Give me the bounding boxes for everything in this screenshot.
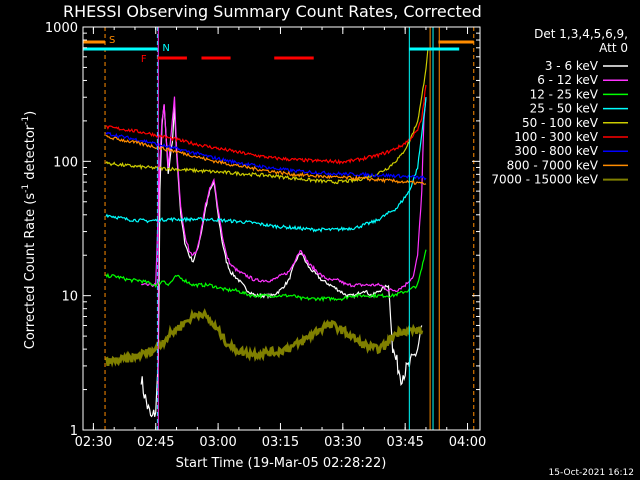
x-tick-label: 03:30 (324, 435, 361, 450)
y-axis-label-sup1: -1 (21, 184, 31, 193)
series-line-8 (105, 134, 427, 185)
plot-frame (82, 26, 481, 431)
legend-entry-1: 3 - 6 keV (545, 59, 599, 73)
legend-entry-2: 6 - 12 keV (537, 73, 599, 87)
x-tick-label: 02:30 (75, 435, 112, 450)
legend-entry-4: 25 - 50 keV (530, 102, 599, 116)
flag-layer (83, 40, 474, 60)
series-line-4 (105, 97, 427, 233)
y-axis-label-sup2: -1 (21, 116, 31, 125)
y-tick-label: 10 (61, 290, 78, 305)
legend-header-line1: Det 1,3,4,5,6,9, (534, 27, 628, 41)
series-line-2 (141, 96, 427, 293)
series-line-6 (105, 84, 427, 165)
legend-entry-7: 300 - 800 keV (514, 144, 598, 158)
legend-entry-5: 50 - 100 keV (522, 116, 599, 130)
flag-marker-s: S (109, 35, 115, 46)
y-tick-label: 100 (53, 155, 78, 170)
flag-marker-f: F (141, 54, 147, 65)
x-tick-label: 03:15 (262, 435, 299, 450)
y-axis-label-end: ) (23, 111, 38, 116)
chart-title: RHESSI Observing Summary Count Rates, Co… (63, 2, 482, 21)
x-tick-label: 03:45 (386, 435, 423, 450)
y-axis-label: Corrected Count Rate (s-1 detector-1) (21, 111, 38, 349)
legend-entry-6: 100 - 300 keV (514, 130, 598, 144)
series-line-7 (105, 131, 427, 181)
x-axis: 02:30 02:45 03:00 03:15 03:30 03:45 04:00 (75, 27, 486, 450)
x-tick-label: 04:00 (449, 435, 486, 450)
y-axis: 1 10 100 1000 (45, 21, 480, 439)
y-axis-label-mid: detector (23, 124, 38, 184)
legend-entry-3: 12 - 25 keV (530, 87, 599, 101)
y-tick-label: 1 (70, 424, 78, 439)
footer-date: 15-Oct-2021 16:12 (549, 468, 634, 478)
legend-header-line2: Att 0 (599, 41, 628, 55)
x-axis-label: Start Time (19-Mar-05 02:28:22) (176, 456, 387, 471)
legend-entry-8: 800 - 7000 keV (507, 158, 599, 172)
series-line-3 (105, 249, 427, 303)
flag-marker-n: N (162, 43, 169, 54)
vline-layer (104, 27, 475, 430)
x-tick-label: 03:00 (199, 435, 236, 450)
marker-layer: S N F (109, 35, 170, 65)
x-tick-label: 02:45 (137, 435, 174, 450)
y-tick-label: 1000 (45, 21, 78, 36)
y-axis-label-start: Corrected Count Rate (s (23, 193, 38, 350)
legend-entry-9: 7000 - 15000 keV (491, 173, 598, 187)
